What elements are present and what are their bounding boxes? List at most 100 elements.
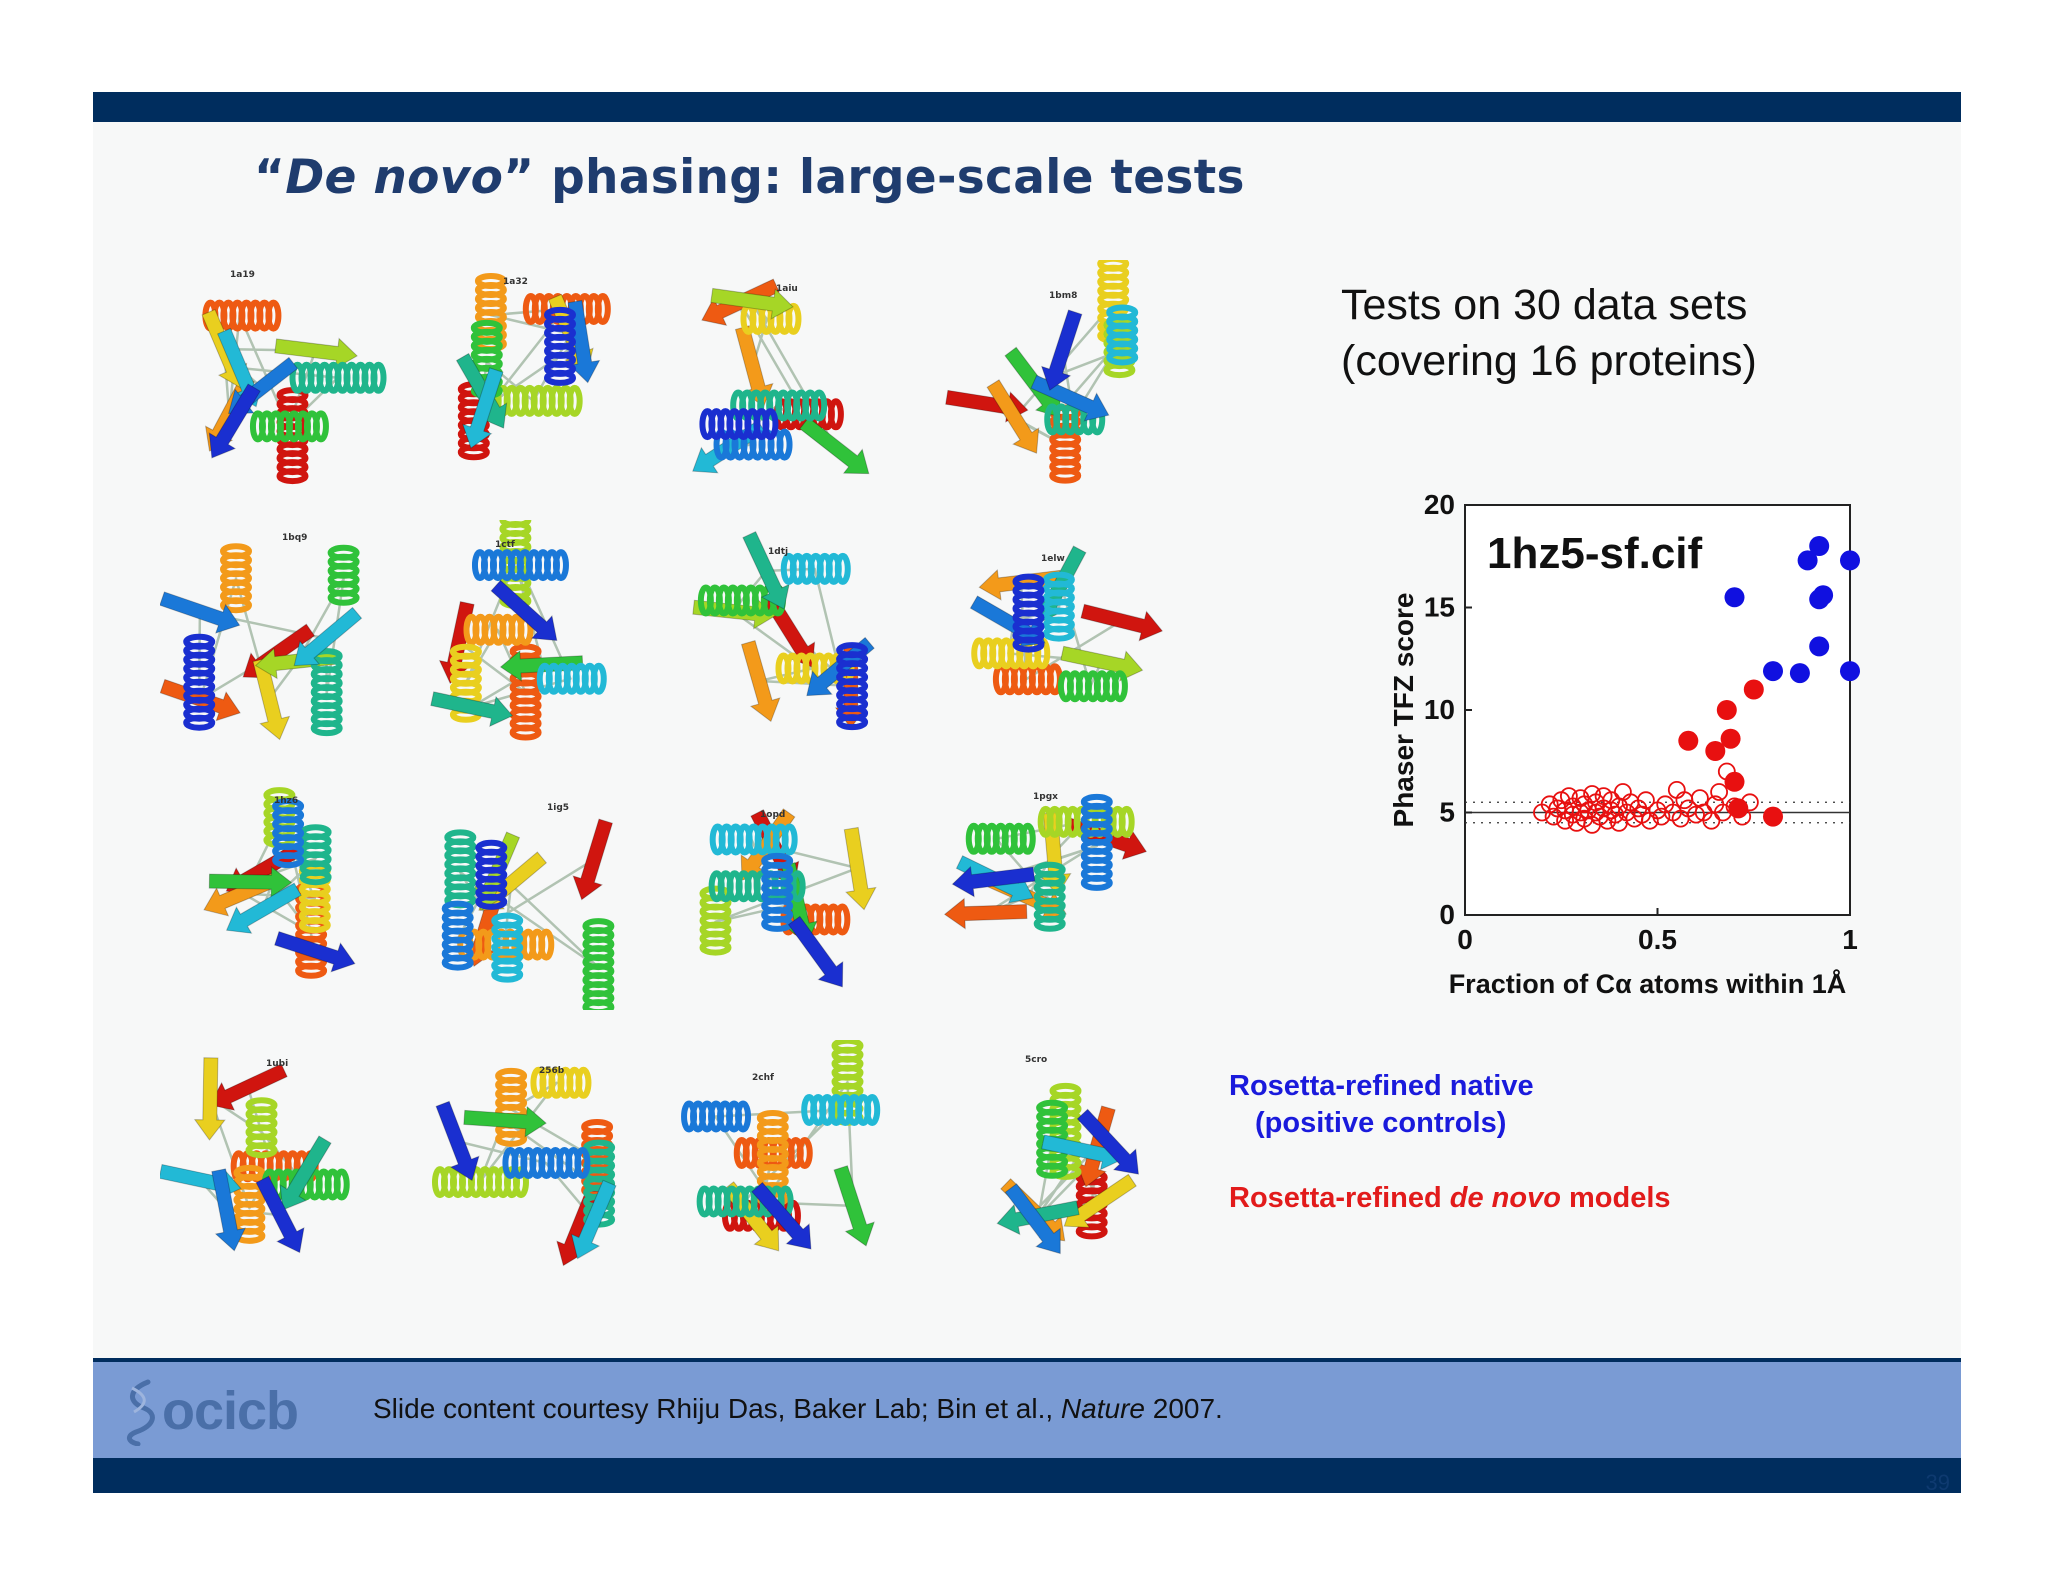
helix-logo-icon bbox=[127, 1379, 155, 1447]
filled-point bbox=[1813, 585, 1834, 606]
ribbon-diagram-icon bbox=[201, 299, 387, 485]
protein-pdb-label: 1hz6 bbox=[274, 796, 299, 806]
ribbon-diagram-icon bbox=[160, 543, 363, 741]
footer-rule bbox=[93, 1358, 1961, 1362]
ribbon-diagram-icon bbox=[699, 808, 877, 988]
tests-summary: Tests on 30 data sets (covering 16 prote… bbox=[1341, 277, 1841, 397]
legend-denovo: Rosetta-refined de novo models bbox=[1229, 1182, 1671, 1214]
tests-line-2: (covering 16 proteins) bbox=[1341, 337, 1757, 385]
protein-pdb-label: 1bq9 bbox=[282, 533, 308, 543]
page-number: 39 bbox=[1925, 1470, 1950, 1495]
slide-credit: Slide content courtesy Rhiju Das, Baker … bbox=[373, 1393, 1223, 1424]
protein-structure: 1aiu bbox=[680, 260, 910, 490]
filled-point bbox=[1716, 700, 1737, 720]
ribbon-diagram-icon bbox=[943, 793, 1148, 932]
filled-point bbox=[1840, 550, 1860, 571]
protein-structure: 1ctf bbox=[420, 520, 650, 750]
tfz-scatter-chart: 0 5 10 15 20 0 0.5 1 Fraction of Cα atoms within… bbox=[1360, 480, 1880, 1020]
footer-band bbox=[93, 1362, 1961, 1458]
filled-point bbox=[1705, 741, 1726, 761]
protein-structure: 2chf bbox=[680, 1040, 910, 1270]
slide-title: “De novo” phasing: large-scale tests bbox=[254, 150, 1245, 205]
protein-structure: 1hz6 bbox=[160, 780, 390, 1010]
open-point bbox=[1583, 785, 1602, 803]
protein-pdb-label: 1aiu bbox=[776, 284, 798, 294]
ribbon-diagram-icon bbox=[996, 1082, 1140, 1255]
ocicb-logo: ocicb bbox=[118, 1376, 308, 1447]
protein-structure: 5cro bbox=[940, 1040, 1170, 1270]
plot-area bbox=[1464, 504, 1851, 916]
open-point bbox=[1713, 803, 1732, 822]
filled-point bbox=[1789, 663, 1810, 684]
legend-native-line-2: (positive controls) bbox=[1255, 1107, 1507, 1139]
ribbon-diagram-icon bbox=[692, 531, 875, 731]
protein-pdb-label: 1a19 bbox=[230, 270, 255, 280]
protein-structure: 1a19 bbox=[160, 260, 390, 490]
protein-structure: 1dtj bbox=[680, 520, 910, 750]
ribbon-diagram-icon bbox=[455, 272, 611, 461]
credit-journal: Nature bbox=[1060, 1393, 1145, 1424]
open-point bbox=[1733, 807, 1752, 826]
bottom-bar bbox=[93, 1458, 1961, 1493]
open-point bbox=[1702, 811, 1721, 830]
protein-pdb-label: 1a32 bbox=[503, 277, 528, 287]
ribbon-diagram-icon bbox=[692, 278, 870, 475]
filled-point bbox=[1763, 661, 1783, 682]
x-tick-label: 1 bbox=[1842, 924, 1858, 955]
protein-pdb-label: 1ig5 bbox=[547, 803, 570, 813]
protein-pdb-label: 1bm8 bbox=[1049, 291, 1078, 301]
ribbon-diagram-icon bbox=[431, 1066, 617, 1267]
ribbon-diagram-icon bbox=[969, 545, 1164, 703]
protein-pdb-label: 1pgx bbox=[1033, 792, 1058, 802]
protein-structure: 1opd bbox=[680, 780, 910, 1010]
open-point bbox=[1606, 805, 1625, 824]
title-italic: De novo bbox=[285, 150, 504, 205]
filled-point bbox=[1724, 771, 1745, 792]
x-axis-label: Fraction of Cα atoms within 1Å bbox=[1449, 968, 1847, 999]
protein-pdb-label: 1elw bbox=[1041, 554, 1065, 564]
protein-pdb-label: 2chf bbox=[752, 1073, 774, 1083]
ribbon-diagram-icon bbox=[681, 1040, 881, 1252]
y-tick-label: 15 bbox=[1424, 592, 1455, 623]
protein-pdb-label: 256b bbox=[539, 1066, 565, 1076]
ribbon-diagram-icon bbox=[430, 520, 607, 741]
filled-point bbox=[1809, 536, 1830, 556]
protein-structure: 1bm8 bbox=[940, 260, 1170, 490]
protein-pdb-label: 1ctf bbox=[495, 540, 515, 550]
protein-structure-grid: 1a19 1a32 1aiu 1bm8 1bq9 1ctf 1dtj 1elw 1hz6 1ig5… bbox=[160, 260, 1170, 1300]
open-point bbox=[1710, 783, 1729, 801]
filled-point bbox=[1763, 806, 1783, 827]
y-tick-label: 0 bbox=[1439, 899, 1455, 930]
protein-pdb-label: 1opd bbox=[760, 810, 786, 820]
x-tick-label: 0 bbox=[1457, 924, 1473, 955]
filled-point bbox=[1840, 661, 1860, 682]
filled-point bbox=[1720, 728, 1741, 749]
tests-line-1: Tests on 30 data sets bbox=[1341, 281, 1748, 329]
open-point bbox=[1740, 793, 1759, 812]
open-point bbox=[1636, 791, 1655, 810]
x-tick-label: 0.5 bbox=[1638, 924, 1677, 955]
open-point bbox=[1717, 762, 1736, 781]
y-axis-label: Phaser TFZ score bbox=[1388, 593, 1419, 828]
protein-structure: 1a32 bbox=[420, 260, 650, 490]
ribbon-diagram-icon bbox=[203, 787, 356, 979]
legend-native: Rosetta-refined native (positive control… bbox=[1229, 1068, 1749, 1148]
chart-svg: 0 5 10 15 20 0 0.5 1 Fraction of Cα atoms within… bbox=[1388, 489, 1860, 999]
filled-point bbox=[1743, 679, 1764, 700]
protein-structure: 1bq9 bbox=[160, 520, 390, 750]
filled-point bbox=[1797, 550, 1818, 571]
filled-point bbox=[1724, 587, 1745, 608]
protein-structure: 256b bbox=[420, 1040, 650, 1270]
y-tick-label: 5 bbox=[1439, 797, 1455, 828]
logo-text: ocicb bbox=[162, 1381, 299, 1441]
open-point bbox=[1559, 787, 1578, 806]
protein-structure: 1ig5 bbox=[420, 780, 650, 1010]
protein-pdb-label: 5cro bbox=[1025, 1055, 1048, 1065]
protein-pdb-label: 1ubi bbox=[266, 1059, 289, 1069]
protein-pdb-label: 1dtj bbox=[768, 547, 789, 557]
legend-denovo-italic: de novo bbox=[1449, 1182, 1561, 1214]
filled-point bbox=[1728, 798, 1749, 819]
open-point bbox=[1687, 805, 1705, 824]
y-tick-label: 20 bbox=[1424, 489, 1455, 520]
filled-point bbox=[1678, 730, 1699, 751]
